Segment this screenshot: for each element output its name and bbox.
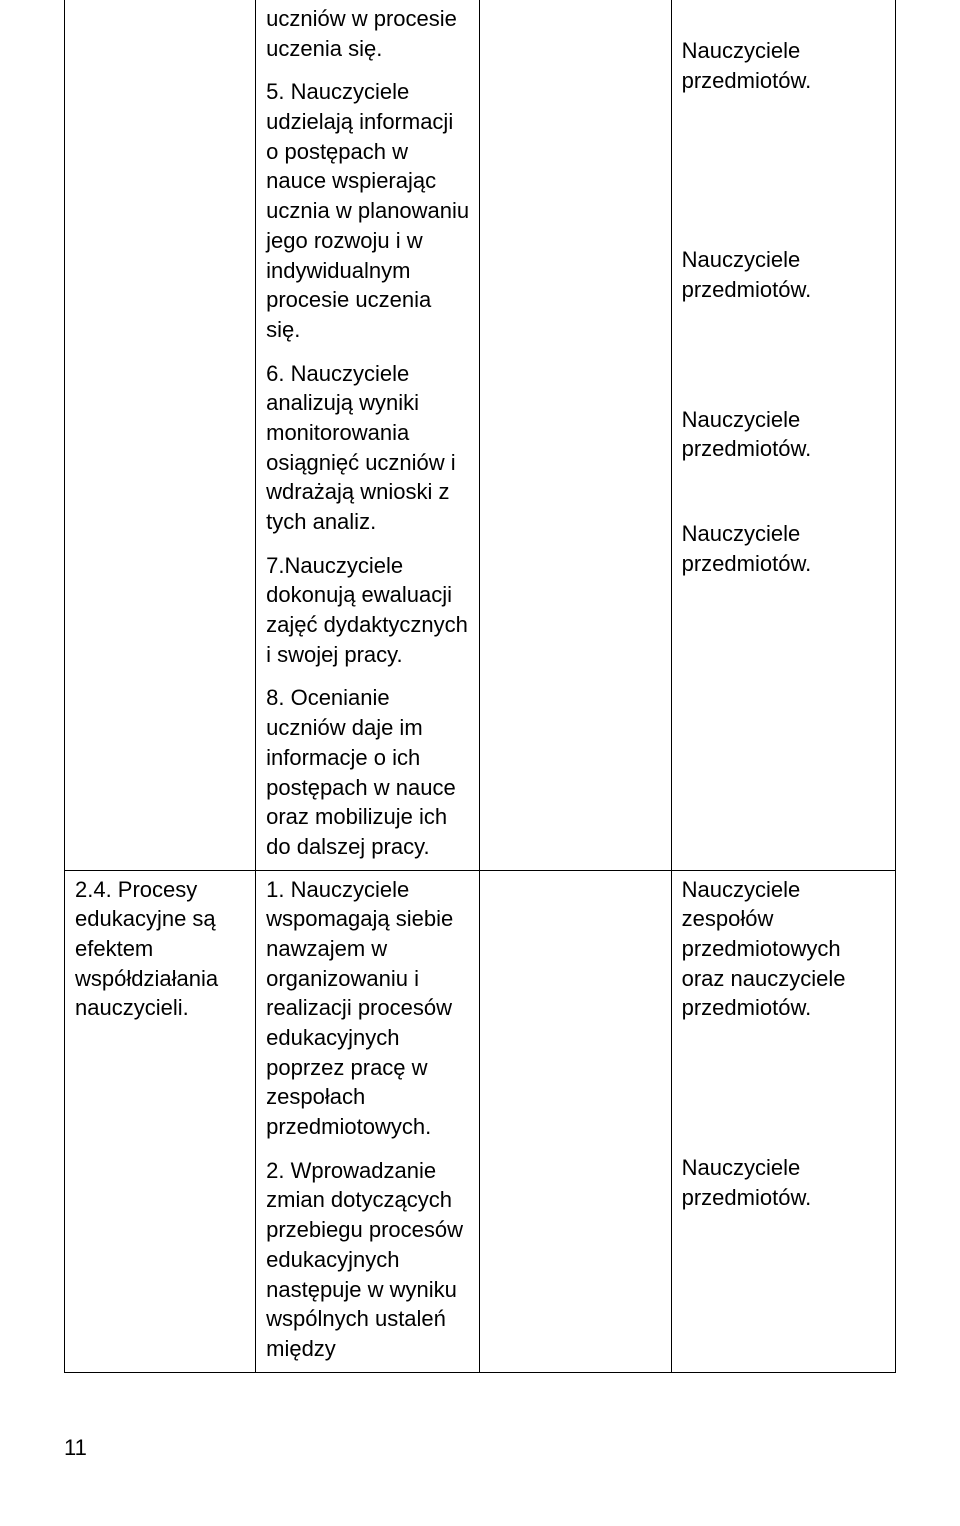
- cell-col2: 1. Nauczyciele wspomagają siebie nawzaje…: [256, 870, 480, 1372]
- document-table: uczniów w procesie uczenia się. 5. Naucz…: [64, 0, 896, 1373]
- cell-col1: 2.4. Procesy edukacyjne są efektem współ…: [65, 870, 256, 1372]
- cell-col3: [480, 0, 671, 870]
- cell-col2: uczniów w procesie uczenia się. 5. Naucz…: [256, 0, 480, 870]
- cell-paragraph: 1. Nauczyciele wspomagają siebie nawzaje…: [266, 875, 469, 1142]
- page-number: 11: [64, 1433, 896, 1463]
- cell-col4: Nauczyciele przedmiotów. Nauczyciele prz…: [671, 0, 895, 870]
- cell-col1: [65, 0, 256, 870]
- cell-paragraph: 7.Nauczyciele dokonują ewaluacji zajęć d…: [266, 551, 469, 670]
- cell-paragraph: Nauczyciele przedmiotów.: [682, 36, 885, 95]
- page-container: uczniów w procesie uczenia się. 5. Naucz…: [0, 0, 960, 1522]
- cell-paragraph: Nauczyciele przedmiotów.: [682, 405, 885, 464]
- cell-paragraph: uczniów w procesie uczenia się.: [266, 4, 469, 63]
- cell-paragraph: 2. Wprowadzanie zmian dotyczących przebi…: [266, 1156, 469, 1364]
- cell-col3: [480, 870, 671, 1372]
- cell-col4: Nauczyciele zespołów przedmiotowych oraz…: [671, 870, 895, 1372]
- cell-paragraph: Nauczyciele przedmiotów.: [682, 1153, 885, 1212]
- cell-paragraph: 2.4. Procesy edukacyjne są efektem współ…: [75, 875, 245, 1023]
- cell-paragraph: Nauczyciele przedmiotów.: [682, 245, 885, 304]
- cell-paragraph: 8. Ocenianie uczniów daje im informacje …: [266, 683, 469, 861]
- table-row: uczniów w procesie uczenia się. 5. Naucz…: [65, 0, 896, 870]
- cell-paragraph: 5. Nauczyciele udzielają informacji o po…: [266, 77, 469, 344]
- cell-paragraph: 6. Nauczyciele analizują wyniki monitoro…: [266, 359, 469, 537]
- table-row: 2.4. Procesy edukacyjne są efektem współ…: [65, 870, 896, 1372]
- cell-paragraph: Nauczyciele przedmiotów.: [682, 519, 885, 578]
- cell-paragraph: Nauczyciele zespołów przedmiotowych oraz…: [682, 875, 885, 1023]
